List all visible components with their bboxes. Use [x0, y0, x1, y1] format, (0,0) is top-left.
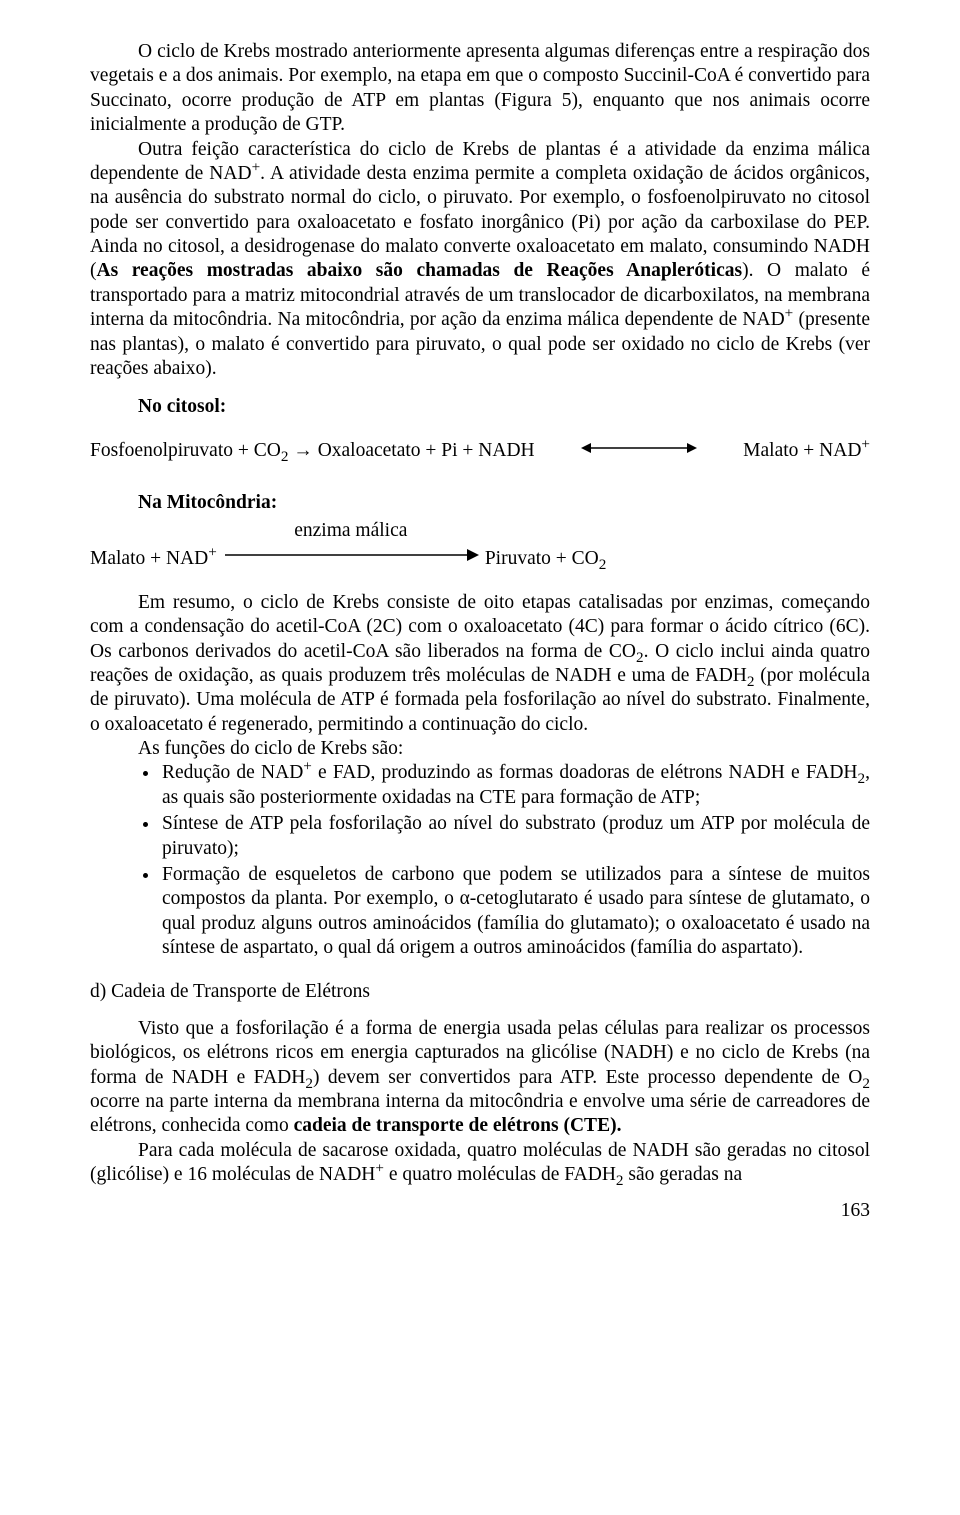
- bold-text: cadeia de transporte de elétrons (CTE).: [294, 1115, 622, 1136]
- list-item: Síntese de ATP pela fosforilação ao níve…: [160, 812, 870, 861]
- text: → Oxaloacetato + Pi + NADH: [288, 440, 534, 461]
- text: Malato + NAD: [743, 440, 861, 461]
- reaction-citosol: Fosfoenolpiruvato + CO2 → Oxaloacetato +…: [90, 438, 870, 465]
- text: Malato + NAD: [90, 548, 208, 569]
- reaction-right: Piruvato + CO2: [485, 547, 607, 571]
- reaction-left: Malato + NAD+: [90, 547, 217, 571]
- sub-2: 2: [616, 1172, 624, 1189]
- sub-2: 2: [858, 770, 866, 787]
- text: e FAD, produzindo as formas doadoras de …: [312, 762, 858, 783]
- sub-2: 2: [305, 1074, 313, 1091]
- page-number: 163: [90, 1199, 870, 1223]
- text: Redução de NAD: [162, 762, 303, 783]
- text: Na Mitocôndria:: [138, 492, 277, 513]
- reaction-mito: Malato + NAD+ enzima málica Piruvato + C…: [90, 545, 870, 572]
- bold-text: As reações mostradas abaixo são chamadas…: [97, 260, 743, 281]
- heading-d: d) Cadeia de Transporte de Elétrons: [90, 980, 870, 1004]
- reaction-right: Malato + NAD+: [743, 439, 870, 463]
- text: As funções do ciclo de Krebs são:: [138, 738, 403, 759]
- paragraph-6: Para cada molécula de sacarose oxidada, …: [90, 1139, 870, 1188]
- sup-plus: +: [252, 158, 261, 175]
- text: 163: [841, 1200, 870, 1221]
- sub-2: 2: [862, 1074, 870, 1091]
- sub-2: 2: [599, 556, 607, 573]
- sup-plus: +: [861, 436, 870, 453]
- text: d) Cadeia de Transporte de Elétrons: [90, 981, 370, 1002]
- functions-list: Redução de NAD+ e FAD, produzindo as for…: [90, 761, 870, 960]
- text: são geradas na: [624, 1164, 743, 1185]
- reaction-left: Fosfoenolpiruvato + CO2 → Oxaloacetato +…: [90, 439, 535, 463]
- enzyme-arrow: enzima málica: [221, 545, 481, 572]
- text: e quatro moléculas de FADH: [384, 1164, 616, 1185]
- list-item: Redução de NAD+ e FAD, produzindo as for…: [160, 761, 870, 810]
- text: Formação de esqueletos de carbono que po…: [162, 864, 870, 958]
- double-arrow-icon: [579, 438, 699, 465]
- paragraph-5: Visto que a fosforilação é a forma de en…: [90, 1017, 870, 1139]
- sup-plus: +: [303, 758, 312, 775]
- text: Piruvato + CO: [485, 548, 599, 569]
- sup-plus: +: [785, 305, 794, 322]
- text: O ciclo de Krebs mostrado anteriormente …: [90, 41, 870, 135]
- paragraph-2: Outra feição característica do ciclo de …: [90, 138, 870, 382]
- heading-citosol: No citosol:: [90, 395, 870, 419]
- enzyme-label: enzima málica: [221, 519, 481, 543]
- text: ) devem ser convertidos para ATP. Este p…: [313, 1067, 862, 1088]
- paragraph-3: Em resumo, o ciclo de Krebs consiste de …: [90, 591, 870, 737]
- text: Síntese de ATP pela fosforilação ao níve…: [162, 813, 870, 858]
- text: No citosol:: [138, 396, 226, 417]
- heading-mito: Na Mitocôndria:: [90, 491, 870, 515]
- sup-plus: +: [208, 543, 217, 560]
- paragraph-4: As funções do ciclo de Krebs são:: [90, 737, 870, 761]
- sub-2: 2: [636, 648, 644, 665]
- sup-plus: +: [375, 1160, 384, 1177]
- text: Fosfoenolpiruvato + CO: [90, 440, 281, 461]
- list-item: Formação de esqueletos de carbono que po…: [160, 863, 870, 961]
- paragraph-1: O ciclo de Krebs mostrado anteriormente …: [90, 40, 870, 138]
